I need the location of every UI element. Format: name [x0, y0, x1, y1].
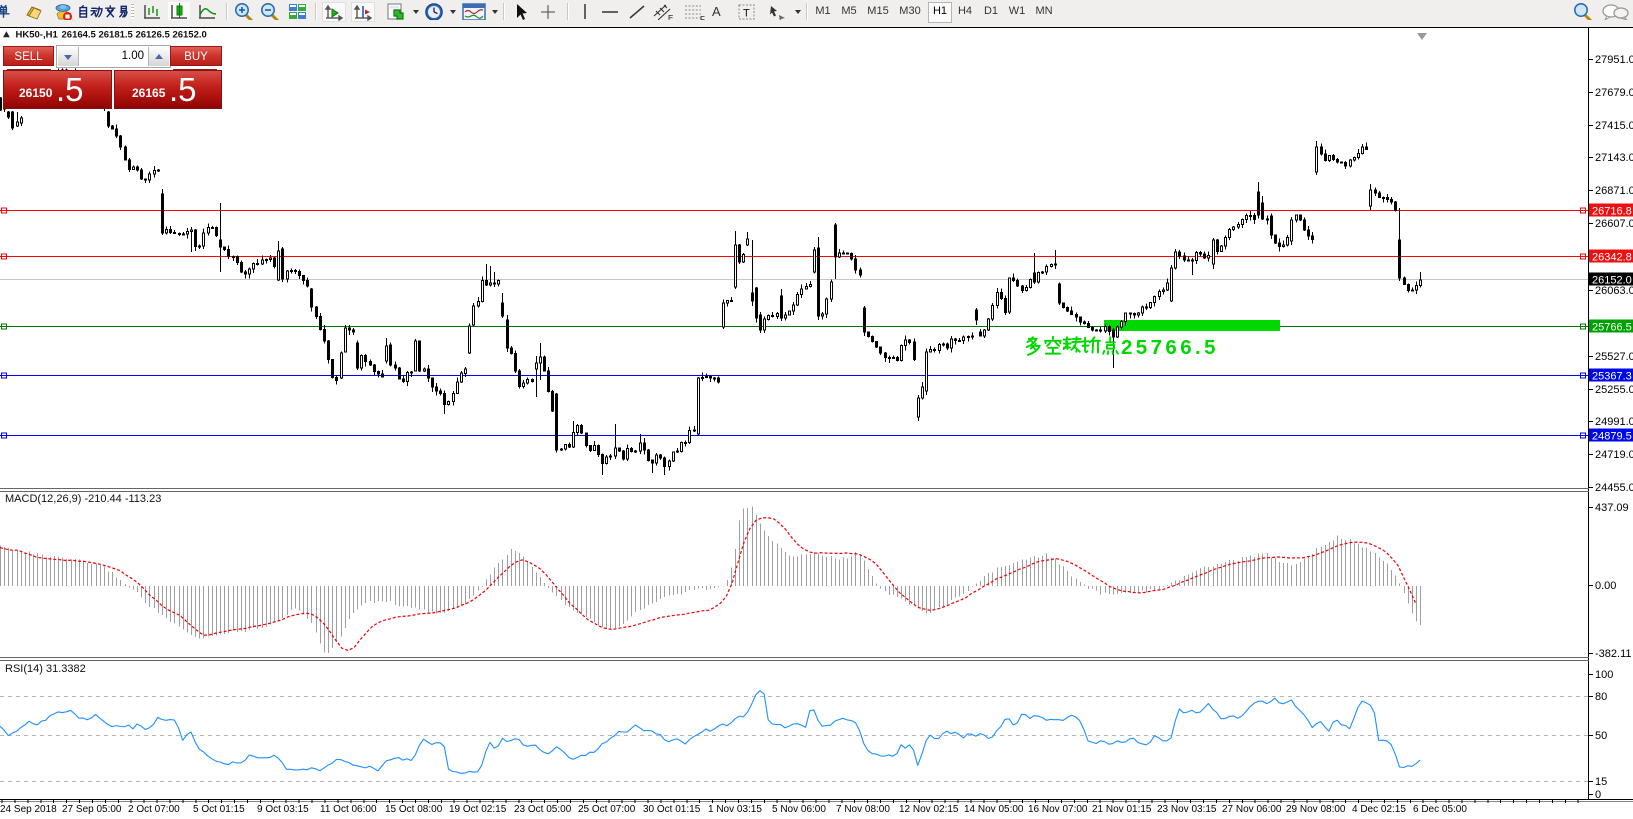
svg-text:24455.0: 24455.0	[1595, 482, 1633, 494]
svg-text:27 Nov 06:00: 27 Nov 06:00	[1222, 804, 1282, 815]
svg-text:23 Nov 03:15: 23 Nov 03:15	[1157, 804, 1217, 815]
svg-text:-382.11: -382.11	[1595, 648, 1632, 660]
svg-text:24719.0: 24719.0	[1595, 449, 1633, 461]
svg-text:50: 50	[1595, 730, 1607, 742]
svg-text:16 Nov 07:00: 16 Nov 07:00	[1028, 804, 1088, 815]
svg-text:25766.5: 25766.5	[1121, 336, 1219, 359]
svg-text:11 Oct 06:00: 11 Oct 06:00	[320, 804, 377, 815]
svg-text:26342.8: 26342.8	[1592, 252, 1632, 264]
svg-text:27 Sep 05:00: 27 Sep 05:00	[62, 804, 122, 815]
svg-text:2 Oct 07:00: 2 Oct 07:00	[128, 804, 180, 815]
svg-text:26871.0: 26871.0	[1595, 185, 1633, 197]
svg-text:26607.0: 26607.0	[1595, 218, 1633, 230]
svg-text:HK50-,H1: HK50-,H1	[16, 30, 59, 41]
svg-text:MACD(12,26,9) -210.44 -113.23: MACD(12,26,9) -210.44 -113.23	[5, 493, 161, 505]
svg-text:5 Nov 06:00: 5 Nov 06:00	[772, 804, 826, 815]
svg-text:12 Nov 02:15: 12 Nov 02:15	[899, 804, 959, 815]
svg-text:F: F	[700, 15, 705, 20]
svg-text:437.09: 437.09	[1595, 502, 1629, 514]
svg-text:25 Oct 07:00: 25 Oct 07:00	[578, 804, 636, 815]
svg-text:26063.0: 26063.0	[1595, 285, 1633, 297]
svg-text:14 Nov 05:00: 14 Nov 05:00	[964, 804, 1024, 815]
svg-text:21 Nov 01:15: 21 Nov 01:15	[1092, 804, 1152, 815]
svg-text:80: 80	[1595, 691, 1607, 703]
svg-text:26164.5 26181.5 26126.5 26152.: 26164.5 26181.5 26126.5 26152.0	[62, 30, 207, 41]
svg-text:7 Nov 08:00: 7 Nov 08:00	[836, 804, 890, 815]
svg-text:9 Oct 03:15: 9 Oct 03:15	[257, 804, 309, 815]
svg-text:25367.3: 25367.3	[1592, 371, 1632, 383]
svg-text:24 Sep 2018: 24 Sep 2018	[0, 804, 57, 815]
svg-text:19 Oct 02:15: 19 Oct 02:15	[449, 804, 507, 815]
svg-text:E: E	[668, 14, 673, 20]
svg-text:25255.0: 25255.0	[1595, 384, 1633, 396]
svg-text:27415.0: 27415.0	[1595, 120, 1633, 132]
svg-text:15 Oct 08:00: 15 Oct 08:00	[385, 804, 443, 815]
svg-text:15: 15	[1595, 776, 1607, 788]
svg-text:RSI(14) 31.3382: RSI(14) 31.3382	[5, 663, 86, 675]
svg-text:27679.0: 27679.0	[1595, 87, 1633, 99]
svg-text:27951.0: 27951.0	[1595, 54, 1633, 66]
svg-text:0: 0	[1595, 789, 1601, 801]
svg-text:6 Dec 05:00: 6 Dec 05:00	[1413, 804, 1467, 815]
svg-text:24991.0: 24991.0	[1595, 416, 1633, 428]
svg-text:26716.8: 26716.8	[1592, 206, 1632, 218]
svg-text:23 Oct 05:00: 23 Oct 05:00	[514, 804, 572, 815]
svg-text:30 Oct 01:15: 30 Oct 01:15	[643, 804, 701, 815]
svg-text:1 Nov 03:15: 1 Nov 03:15	[708, 804, 762, 815]
svg-text:25527.0: 25527.0	[1595, 351, 1633, 363]
svg-text:100: 100	[1595, 669, 1613, 681]
svg-text:29 Nov 08:00: 29 Nov 08:00	[1286, 804, 1346, 815]
svg-text:4 Dec 02:15: 4 Dec 02:15	[1352, 804, 1406, 815]
svg-text:5 Oct 01:15: 5 Oct 01:15	[193, 804, 245, 815]
svg-text:T: T	[743, 8, 750, 20]
svg-text:27143.0: 27143.0	[1595, 152, 1633, 164]
svg-text:25766.5: 25766.5	[1592, 322, 1632, 334]
svg-text:26152.0: 26152.0	[1592, 275, 1632, 287]
svg-text:24879.5: 24879.5	[1592, 431, 1632, 443]
svg-text:0.00: 0.00	[1595, 580, 1616, 592]
